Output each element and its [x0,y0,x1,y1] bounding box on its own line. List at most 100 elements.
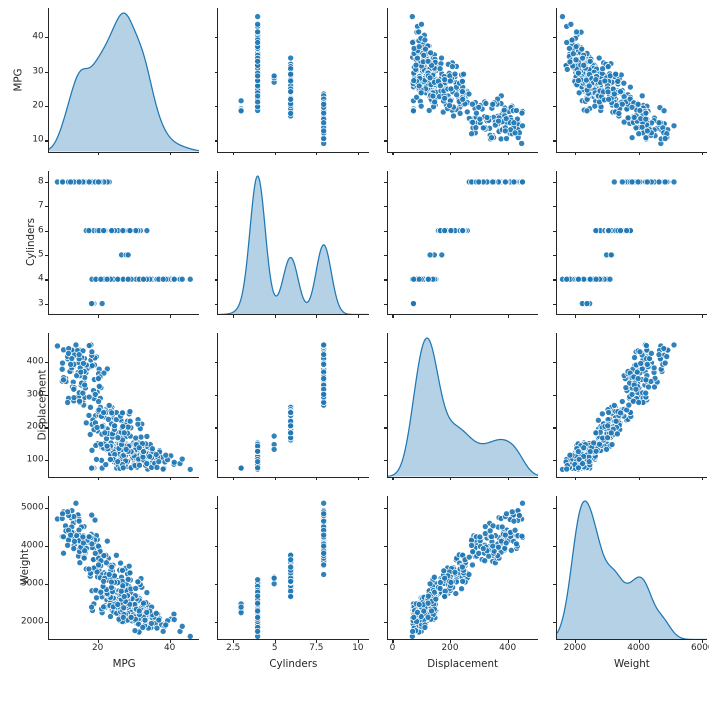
y-tick-weight [383,545,388,547]
kde-fill-mpg [49,13,200,152]
pair-cell-cylinders-vs-cylinders [214,170,369,318]
scatter-points-cylinders-mpg [54,178,194,307]
x-tick-label-mpg: 20 [91,643,104,654]
y-tick-cylinders [553,279,557,281]
plot-area-cylinders-cylinders [214,170,369,318]
kde-fill-cylinders [218,175,369,314]
x-tick-displacement [450,639,452,643]
x-tick-cylinders [316,314,318,318]
plot-area-mpg-weight [553,8,707,156]
kde-line-cylinders [218,174,369,314]
y-tick-mpg [383,140,388,142]
y-tick-label-cylinders: 3 [37,298,44,309]
y-tick-cylinders [214,303,219,306]
y-tick-cylinders [553,206,557,208]
x-tick-displacement [450,151,452,156]
y-tick-cylinders [383,303,388,306]
y-tick-displacement [383,394,388,396]
x-tick-label-displacement: 0 [389,643,396,654]
y-tick-mpg [553,71,557,73]
plot-area-displacement-cylinders [214,333,369,481]
x-tick-weight [702,151,704,156]
x-tick-displacement [507,314,509,318]
y-tick-label-mpg: 40 [32,31,44,42]
kde-line-displacement [387,337,538,477]
x-tick-mpg [169,151,171,156]
y-axis-title-mpg: MPG [12,68,25,92]
y-tick-label-weight: 3000 [21,578,44,589]
x-tick-cylinders [316,476,318,481]
y-tick-weight [553,583,557,585]
plot-area-weight-displacement: 0 200 400 Displacement [383,495,538,669]
y-tick-label-cylinders: 4 [37,274,44,285]
pair-cell-mpg-vs-mpg: 10 20 30 40 MPG [12,8,200,156]
plot-area-weight-weight: 2000 4000 6000 Weight [553,495,709,669]
plot-area-weight-cylinders: 2.5 5 7.5 10 Cylinders [214,495,369,669]
y-tick-cylinders [383,181,388,183]
x-tick-weight [638,314,640,318]
y-tick-weight [383,583,388,585]
x-tick-mpg [97,151,99,156]
y-tick-label-mpg: 30 [32,66,44,77]
y-tick-label-cylinders: 5 [37,249,44,260]
y-tick-weight [214,621,219,623]
y-tick-weight [214,545,219,547]
kde-line-mpg [49,12,200,152]
y-tick-cylinders [45,303,49,306]
x-axis-title-cylinders: Cylinders [269,658,318,670]
x-tick-mpg [169,476,171,481]
x-tick-label-cylinders: 7.5 [309,643,324,654]
y-tick-label-displacement: 200 [26,421,44,432]
x-tick-weight [702,639,704,643]
y-tick-weight [45,545,49,547]
x-axis-title-weight: Weight [613,658,650,670]
pair-cell-displacement-vs-weight [553,333,707,481]
plot-area-cylinders-displacement [383,170,538,318]
x-tick-cylinders [316,151,318,156]
y-tick-displacement [214,459,219,462]
y-tick-displacement [383,459,388,462]
pair-cell-cylinders-vs-displacement [383,170,538,318]
pair-cell-mpg-vs-weight [553,8,707,156]
plot-area-mpg-displacement [383,8,538,156]
scatter-points-weight-cylinders [237,499,328,639]
x-tick-weight [638,639,640,643]
x-tick-label-displacement: 200 [441,643,459,654]
y-tick-label-cylinders: 6 [37,225,44,236]
x-tick-displacement [507,639,509,643]
y-tick-label-displacement: 100 [26,454,44,465]
y-tick-weight [45,583,49,585]
y-tick-weight [553,621,557,623]
y-tick-weight [383,621,388,623]
y-tick-cylinders [553,303,557,306]
y-tick-mpg [45,71,49,73]
plot-area-cylinders-mpg: 3 4 5 6 7 8 Cylinders [25,170,200,318]
y-tick-mpg [214,140,219,142]
y-axis-title-cylinders: Cylinders [24,218,37,267]
x-tick-weight [574,314,577,318]
x-tick-label-weight: 2000 [563,643,587,654]
y-tick-cylinders [383,279,388,281]
y-tick-displacement [383,362,388,364]
y-tick-mpg [45,140,49,142]
y-tick-mpg [45,37,49,39]
x-tick-cylinders [316,639,318,643]
scatter-points-displacement-weight [558,341,678,473]
x-tick-label-weight: 6000 [690,643,709,654]
x-tick-label-mpg: 40 [163,643,176,654]
y-tick-displacement [45,459,49,462]
y-tick-weight [45,507,49,509]
scatter-points-mpg-weight [558,13,678,147]
y-tick-cylinders [214,254,219,257]
y-tick-displacement [214,362,219,364]
plot-area-mpg-cylinders [214,8,369,156]
x-tick-cylinders [274,639,276,643]
x-tick-weight [638,151,640,156]
x-tick-cylinders [274,314,276,318]
pair-cell-mpg-vs-cylinders [214,8,369,156]
x-tick-mpg [97,639,99,643]
y-tick-cylinders [45,181,49,183]
y-tick-cylinders [45,230,49,232]
y-tick-label-cylinders: 7 [37,200,44,211]
